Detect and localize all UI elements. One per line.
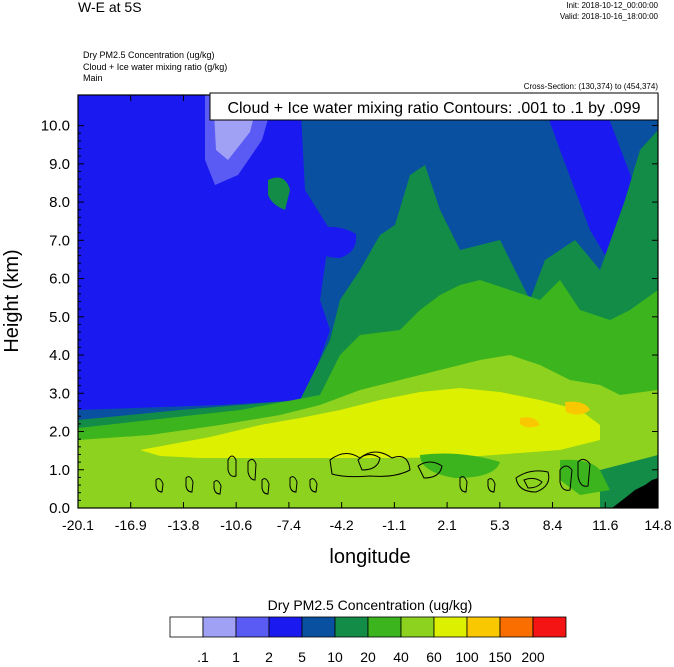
- x-tick-label: -16.9: [115, 517, 147, 533]
- region-pocket-5-a: [312, 226, 357, 258]
- cloud-contour-13: [459, 476, 468, 493]
- y-tick-label: 7.0: [49, 232, 70, 249]
- main-title: W-E at 5S: [78, 0, 142, 15]
- cloud-contour-12: [309, 478, 318, 493]
- colorbar-swatch: [466, 616, 501, 638]
- region-low-60: [78, 452, 658, 508]
- colorbar-label: 1: [232, 649, 240, 665]
- contour-info-label: Cloud + Ice water mixing ratio Contours:…: [227, 100, 640, 117]
- colorbar-label: .1: [197, 649, 209, 665]
- cross-section-label: Cross-Section: (130,374) to (454,374): [523, 82, 658, 91]
- y-tick-label: 6.0: [49, 271, 70, 288]
- y-tick-label: 0.0: [49, 500, 70, 517]
- colorbar-swatch: [499, 616, 534, 638]
- colorbar-swatch: [334, 616, 369, 638]
- x-tick-label: -10.6: [220, 517, 252, 533]
- region-plume-5-left: [78, 95, 330, 410]
- colorbar-swatch: [202, 616, 237, 638]
- x-tick-label: 8.4: [543, 517, 563, 533]
- colorbar-swatch: [532, 616, 567, 638]
- cloud-contour-7: [155, 478, 164, 493]
- colorbar-label: 150: [488, 649, 512, 665]
- x-tick-label: -7.4: [277, 517, 301, 533]
- region-core-150: [565, 401, 590, 415]
- colorbar-swatch: [169, 616, 204, 638]
- cloud-contour-11: [289, 476, 298, 493]
- colorbar-swatch: [400, 616, 435, 638]
- y-axis-title: Height (km): [1, 249, 23, 352]
- field-label-pm25: Dry PM2.5 Concentration (ug/kg): [83, 50, 215, 60]
- cloud-contour-4: [523, 477, 543, 489]
- y-tick-label: 9.0: [49, 156, 70, 173]
- valid-time: Valid: 2018-10-16_18:00:00: [559, 12, 658, 21]
- cloud-contour-6: [247, 458, 257, 481]
- region-layer-100: [140, 388, 600, 458]
- concentration-field: [78, 95, 658, 508]
- x-tick-label: -1.1: [382, 517, 406, 533]
- cloud-contour-15: [559, 465, 573, 491]
- y-tick-label: 4.0: [49, 347, 70, 364]
- colorbar-swatch: [367, 616, 402, 638]
- cloud-contour-5: [227, 455, 237, 477]
- cloud-contour-16: [577, 458, 591, 487]
- y-tick-label: 3.0: [49, 385, 70, 402]
- x-tick-label: 11.6: [592, 517, 618, 533]
- colorbar-label: 40: [393, 649, 409, 665]
- axis-ticks: 0.0 1.0 2.0 3.0 4.0 5.0 6.0 7.0 8.0 9.0 10.0 -20.1 -…: [41, 95, 672, 533]
- cloud-contour-1: [357, 454, 381, 471]
- region-core-150-b: [520, 417, 540, 428]
- region-low-40-right: [560, 459, 610, 495]
- colorbar-label: 10: [327, 649, 343, 665]
- cloud-contour-3: [515, 470, 550, 493]
- terrain-mask: [612, 478, 658, 508]
- colorbar-label: 5: [298, 649, 306, 665]
- cloud-contours: [155, 451, 591, 495]
- x-tick-label: -13.8: [167, 517, 199, 533]
- contour-info-box: [209, 92, 659, 121]
- cloud-contour-14: [487, 478, 496, 493]
- x-tick-label: 5.3: [490, 517, 510, 533]
- x-tick-label: 2.1: [437, 517, 457, 533]
- region-plume-20-strip: [268, 177, 290, 210]
- colorbar-title: Dry PM2.5 Concentration (ug/kg): [268, 597, 473, 613]
- colorbar-label: 100: [455, 649, 479, 665]
- cloud-contour-8: [185, 476, 194, 493]
- colorbar-label: 2: [265, 649, 273, 665]
- cloud-contour-10: [261, 478, 270, 495]
- field-label-cloud: Cloud + Ice water mixing ratio (g/kg): [83, 62, 228, 72]
- cloud-contour-0: [329, 451, 411, 478]
- y-tick-label: 8.0: [49, 194, 70, 211]
- x-tick-label: 14.8: [644, 517, 671, 533]
- y-tick-label: 1.0: [49, 462, 70, 479]
- colorbar-swatch: [301, 616, 336, 638]
- colorbar-swatch: [268, 616, 303, 638]
- cloud-contour-9: [213, 480, 222, 495]
- colorbar-swatch: [433, 616, 468, 638]
- x-tick-label: -4.2: [330, 517, 354, 533]
- colorbar-label: 200: [521, 649, 545, 665]
- colorbar-label: 60: [426, 649, 442, 665]
- y-tick-label: 5.0: [49, 309, 70, 326]
- init-time: Init: 2018-10-12_00:00:00: [566, 1, 658, 10]
- colorbar-label: 20: [360, 649, 376, 665]
- cloud-contour-2: [417, 461, 443, 479]
- x-axis-title: longitude: [329, 546, 410, 568]
- y-tick-label: 2.0: [49, 424, 70, 441]
- y-tick-label: 10.0: [41, 118, 70, 135]
- colorbar-swatch: [235, 616, 270, 638]
- x-tick-label: -20.1: [62, 517, 94, 533]
- field-label-main: Main: [83, 73, 103, 83]
- colorbar: .1 1 2 5 10 20 40 60 100 150 200: [169, 616, 567, 665]
